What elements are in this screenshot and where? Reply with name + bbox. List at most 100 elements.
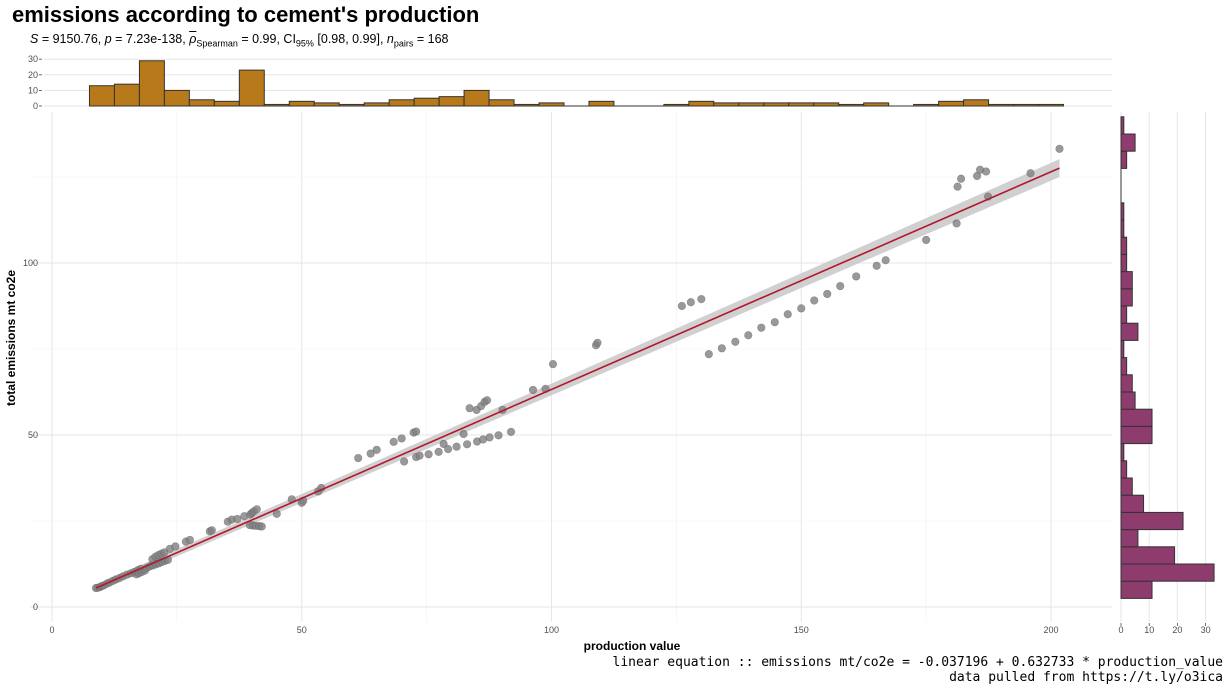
- subtitle-n-value: = 168: [413, 32, 449, 46]
- data-point: [528, 385, 538, 395]
- y-hist-tick-label: 20: [1172, 625, 1182, 635]
- data-point: [593, 338, 602, 347]
- y-hist-bar: [1120, 408, 1153, 427]
- x-hist-bar: [413, 97, 440, 107]
- x-hist-bar: [738, 102, 765, 107]
- data-point: [797, 304, 806, 313]
- data-point: [1026, 169, 1035, 178]
- y-hist-bar: [1120, 271, 1133, 290]
- y-hist-bar: [1120, 477, 1133, 496]
- x-hist-bar: [913, 103, 940, 107]
- data-point: [836, 281, 845, 291]
- data-point: [459, 429, 468, 439]
- y-hist-bar: [1120, 133, 1136, 152]
- fit-line: [95, 167, 1060, 589]
- x-hist-bar: [688, 100, 715, 107]
- x-tick-label: 100: [544, 625, 559, 635]
- x-hist-bar: [138, 60, 165, 107]
- subtitle-n-sub: pairs: [393, 38, 414, 49]
- x-axis-title: production value: [584, 639, 681, 653]
- y-hist-tick-label: 10: [1144, 625, 1154, 635]
- x-hist-bar: [363, 102, 390, 107]
- x-hist-bar: [188, 99, 215, 107]
- subtitle-rho-value: = 0.99, CI: [237, 32, 296, 46]
- y-hist-bar: [1120, 150, 1128, 169]
- x-hist-bar: [463, 89, 490, 107]
- x-hist-bar: [338, 103, 365, 107]
- subtitle-ci-sub: 95%: [295, 38, 314, 49]
- y-hist-bar: [1120, 529, 1139, 548]
- x-hist-bar: [213, 100, 240, 107]
- x-tick-label: 150: [794, 625, 809, 635]
- y-hist-bar: [1120, 288, 1133, 307]
- y-hist-bar: [1120, 219, 1125, 238]
- data-point: [810, 296, 819, 305]
- data-point: [412, 427, 421, 436]
- x-hist-bar: [588, 100, 615, 107]
- data-point: [852, 272, 861, 281]
- subtitle-ci-value: [0.98, 0.99],: [313, 32, 387, 46]
- subtitle-rho-sub: Spearman: [196, 38, 238, 49]
- x-hist-tick-label: 30: [28, 54, 38, 64]
- data-point: [485, 433, 494, 442]
- data-point: [506, 427, 516, 437]
- subtitle-s-value: = 9150.76,: [38, 32, 105, 46]
- confidence-band: [95, 159, 1060, 592]
- data-point: [922, 235, 931, 245]
- subtitle-n-label: n: [386, 32, 394, 46]
- x-hist-bar: [388, 99, 415, 107]
- x-hist-bar: [863, 102, 890, 107]
- data-point: [434, 447, 443, 456]
- x-marginal-histogram: [44, 58, 1112, 107]
- data-point: [494, 431, 503, 440]
- y-hist-bar: [1120, 322, 1139, 341]
- data-point: [952, 219, 961, 228]
- x-hist-bar: [263, 103, 290, 107]
- chart-title: emissions according to cement's producti…: [12, 2, 480, 27]
- y-hist-bar: [1120, 546, 1176, 565]
- y-hist-bar: [1120, 339, 1125, 359]
- y-hist-bar: [1120, 511, 1184, 531]
- y-hist-bar: [1120, 305, 1128, 324]
- y-axis-title: total emissions mt co2e: [4, 270, 18, 406]
- data-point: [704, 350, 713, 359]
- y-tick-label: 50: [28, 430, 38, 440]
- x-hist-bar: [988, 103, 1015, 107]
- x-hist-bar: [713, 102, 740, 107]
- x-hist-bar: [313, 102, 340, 107]
- x-hist-bar: [438, 96, 465, 107]
- x-hist-bar: [1038, 103, 1064, 107]
- data-point: [452, 442, 461, 451]
- data-point: [697, 295, 706, 304]
- y-hist-bar: [1120, 580, 1153, 599]
- chart-caption: linear equation :: emissions mt/co2e = -…: [613, 655, 1223, 685]
- x-hist-bar: [163, 89, 190, 107]
- data-point: [717, 344, 726, 353]
- chart-subtitle: S = 9150.76, p = 7.23e-138, ρSpearman = …: [30, 32, 448, 49]
- y-hist-tick-label: 0: [1118, 625, 1123, 635]
- data-point: [207, 526, 216, 535]
- data-point: [482, 396, 492, 405]
- confidence-band-area: [95, 159, 1060, 592]
- data-point: [444, 445, 453, 454]
- x-hist-tick-label: 10: [28, 85, 38, 95]
- y-hist-bar: [1120, 563, 1215, 582]
- data-point: [354, 453, 363, 463]
- x-hist-bar: [663, 103, 690, 107]
- x-hist-bar: [1013, 103, 1040, 107]
- x-hist-bar: [788, 102, 815, 107]
- y-hist-bar: [1120, 236, 1128, 255]
- y-hist-tick-label: 30: [1201, 625, 1211, 635]
- data-point: [252, 505, 261, 514]
- data-point: [770, 318, 779, 327]
- x-hist-bar: [938, 100, 965, 107]
- data-point: [462, 440, 472, 449]
- data-point: [424, 450, 433, 459]
- data-point: [185, 535, 194, 545]
- data-point: [439, 439, 448, 449]
- data-point: [465, 404, 474, 413]
- x-hist-bar: [513, 103, 540, 107]
- caption-equation: linear equation :: emissions mt/co2e = -…: [612, 655, 1223, 670]
- subtitle-p-value: = 7.23e-138,: [111, 32, 190, 46]
- data-point: [757, 323, 766, 332]
